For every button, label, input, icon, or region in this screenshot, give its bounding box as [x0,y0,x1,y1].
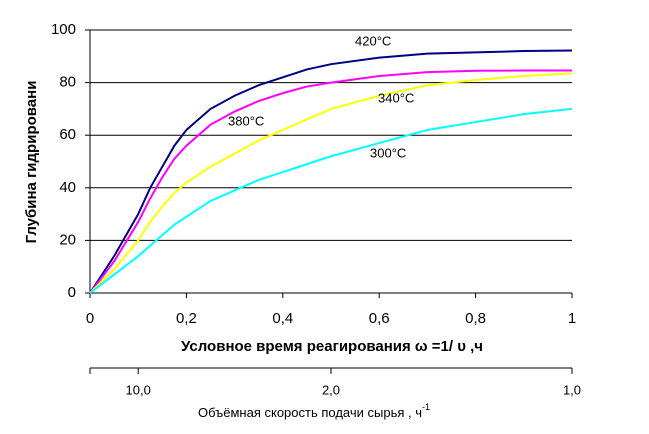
x2-axis-label: Объёмная скорость подачи сырья , ч-1 [198,402,430,420]
y-tick-label: 60 [59,126,76,143]
y-tick-label: 100 [51,21,76,38]
series-line [89,107,573,294]
x-tick-label: 0 [86,310,94,327]
series-label: 380°С [228,113,264,128]
series-line [89,49,573,294]
x-tick-label: 0,2 [176,310,197,327]
series-line [89,72,573,294]
y-tick-label: 80 [59,74,76,91]
series-label: 300°С [370,145,406,160]
y-axis-label: Глубина гидрировани [23,81,40,244]
y-tick-label: 0 [68,284,76,301]
x-tick-label: 1 [568,310,576,327]
x2-label-text: Объёмная скорость подачи сырья , ч [198,405,422,420]
series-label: 340°С [378,90,414,105]
x2-label-sup: -1 [422,402,430,412]
x2-tick-label: 2,0 [322,382,340,397]
x-tick-label: 0,8 [465,310,486,327]
x-axis-label: Условное время реагирования ω =1/ υ ,ч [181,338,483,355]
series-line [89,69,572,294]
y-tick-label: 40 [59,179,76,196]
x-tick-label: 0,4 [272,310,293,327]
x2-tick-label: 10,0 [126,382,151,397]
series-label: 420°С [355,33,391,48]
x-tick-label: 0,6 [369,310,390,327]
x2-tick-label: 1,0 [563,382,581,397]
y-tick-label: 20 [59,231,76,248]
